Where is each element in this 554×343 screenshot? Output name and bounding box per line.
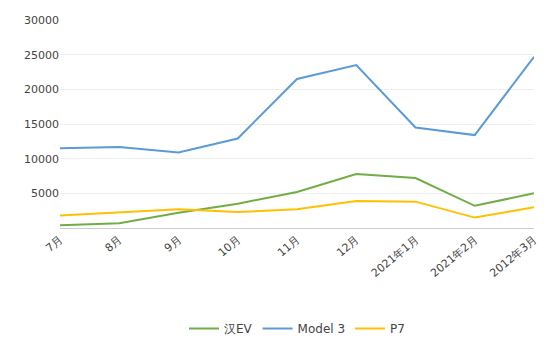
svg-text:汉EV: 汉EV (224, 322, 253, 336)
svg-text:25000: 25000 (24, 49, 59, 62)
svg-text:30000: 30000 (24, 14, 59, 27)
svg-text:7月: 7月 (43, 233, 65, 255)
svg-text:15000: 15000 (24, 118, 59, 131)
svg-text:11月: 11月 (275, 233, 303, 259)
svg-text:2021年2月: 2021年2月 (428, 233, 480, 280)
svg-text:5000: 5000 (31, 187, 59, 200)
svg-text:2021年1月: 2021年1月 (369, 233, 421, 280)
svg-text:Model 3: Model 3 (298, 322, 345, 336)
svg-text:9月: 9月 (162, 233, 184, 255)
svg-text:10月: 10月 (216, 233, 244, 259)
svg-text:12月: 12月 (334, 233, 362, 259)
svg-text:P7: P7 (390, 322, 405, 336)
svg-text:2012年3月: 2012年3月 (487, 233, 539, 280)
svg-text:20000: 20000 (24, 83, 59, 96)
svg-text:10000: 10000 (24, 153, 59, 166)
svg-text:8月: 8月 (103, 233, 125, 255)
